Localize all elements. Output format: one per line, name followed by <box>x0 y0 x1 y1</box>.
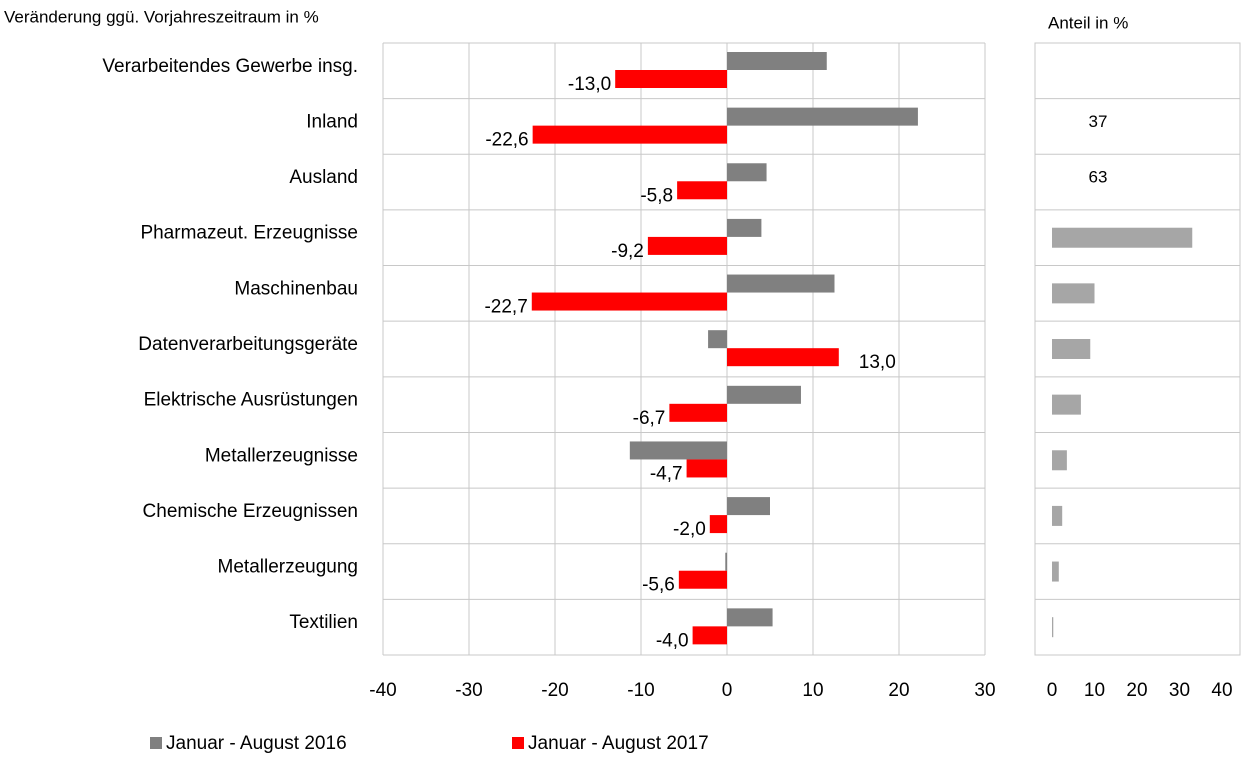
bar <box>709 515 727 534</box>
bar <box>1052 339 1091 359</box>
y-tick-label: Metallerzeugnisse <box>205 445 358 466</box>
bar <box>692 626 727 645</box>
x-tick-label: 30 <box>1169 680 1190 701</box>
bar <box>727 107 918 126</box>
bar <box>1052 617 1054 638</box>
bar <box>725 552 727 571</box>
x-tick-label: -10 <box>627 680 654 701</box>
x-tick-label: 40 <box>1211 680 1232 701</box>
y-tick-label: Verarbeitendes Gewerbe insg. <box>102 56 358 77</box>
x-tick-label: -40 <box>369 680 396 701</box>
bar <box>727 163 767 182</box>
y-tick-label: Maschinenbau <box>234 278 358 299</box>
bar <box>1052 450 1067 471</box>
y-tick-label: Elektrische Ausrüstungen <box>144 390 358 411</box>
bar <box>629 441 727 460</box>
bar <box>727 52 827 70</box>
bar <box>727 348 839 367</box>
y-tick-label: Textilien <box>289 612 358 633</box>
data-label: 63 <box>1089 168 1108 187</box>
x-tick-label: -20 <box>541 680 568 701</box>
bar <box>1052 394 1081 415</box>
bar <box>727 385 801 404</box>
data-label: -6,7 <box>633 408 666 429</box>
data-label: -2,0 <box>673 519 706 540</box>
legend-swatch <box>512 737 524 749</box>
legend-label: Januar - August 2016 <box>166 733 347 754</box>
x-tick-label: 0 <box>722 680 733 701</box>
y-tick-label: Metallerzeugung <box>218 557 358 578</box>
bar <box>678 570 727 589</box>
bar <box>677 181 727 200</box>
data-label: -22,7 <box>484 297 527 318</box>
data-label: -22,6 <box>485 130 528 151</box>
bar <box>727 497 770 516</box>
data-label: -5,8 <box>640 185 673 206</box>
bar <box>1052 561 1059 582</box>
chart-title: Anteil in % <box>1048 13 1128 32</box>
bar <box>669 403 727 422</box>
data-label: -13,0 <box>568 74 611 95</box>
chart-title: Veränderung ggü. Vorjahreszeitraum in % <box>4 7 319 26</box>
y-tick-label: Ausland <box>289 167 358 188</box>
bar <box>1052 227 1193 248</box>
bar <box>531 292 727 311</box>
data-label: -4,7 <box>650 463 683 484</box>
x-tick-label: 0 <box>1047 680 1058 701</box>
bar <box>1052 283 1095 304</box>
bar <box>686 459 727 478</box>
bar <box>532 125 727 144</box>
bar <box>727 218 762 237</box>
y-tick-label: Chemische Erzeugnissen <box>143 501 358 522</box>
data-label: -4,0 <box>656 630 689 651</box>
data-label: -5,6 <box>642 575 675 596</box>
x-tick-label: -30 <box>455 680 482 701</box>
data-label: 13,0 <box>859 352 896 373</box>
legend-swatch <box>150 737 162 749</box>
x-tick-label: 10 <box>1084 680 1105 701</box>
x-tick-label: 20 <box>888 680 909 701</box>
y-tick-label: Inland <box>306 111 358 132</box>
data-label: 37 <box>1089 112 1108 131</box>
y-tick-label: Pharmazeut. Erzeugnisse <box>140 223 358 244</box>
bar <box>647 236 727 255</box>
bar <box>708 330 727 349</box>
x-tick-label: 10 <box>802 680 823 701</box>
bar <box>727 608 773 627</box>
plot-frame <box>1034 42 1241 656</box>
bar <box>615 70 727 88</box>
x-tick-label: 20 <box>1126 680 1147 701</box>
legend-label: Januar - August 2017 <box>528 733 709 754</box>
x-tick-label: 30 <box>974 680 995 701</box>
y-tick-label: Datenverarbeitungsgeräte <box>138 334 358 355</box>
data-label: -9,2 <box>611 241 644 262</box>
bar <box>727 274 835 293</box>
bar <box>1052 505 1063 526</box>
